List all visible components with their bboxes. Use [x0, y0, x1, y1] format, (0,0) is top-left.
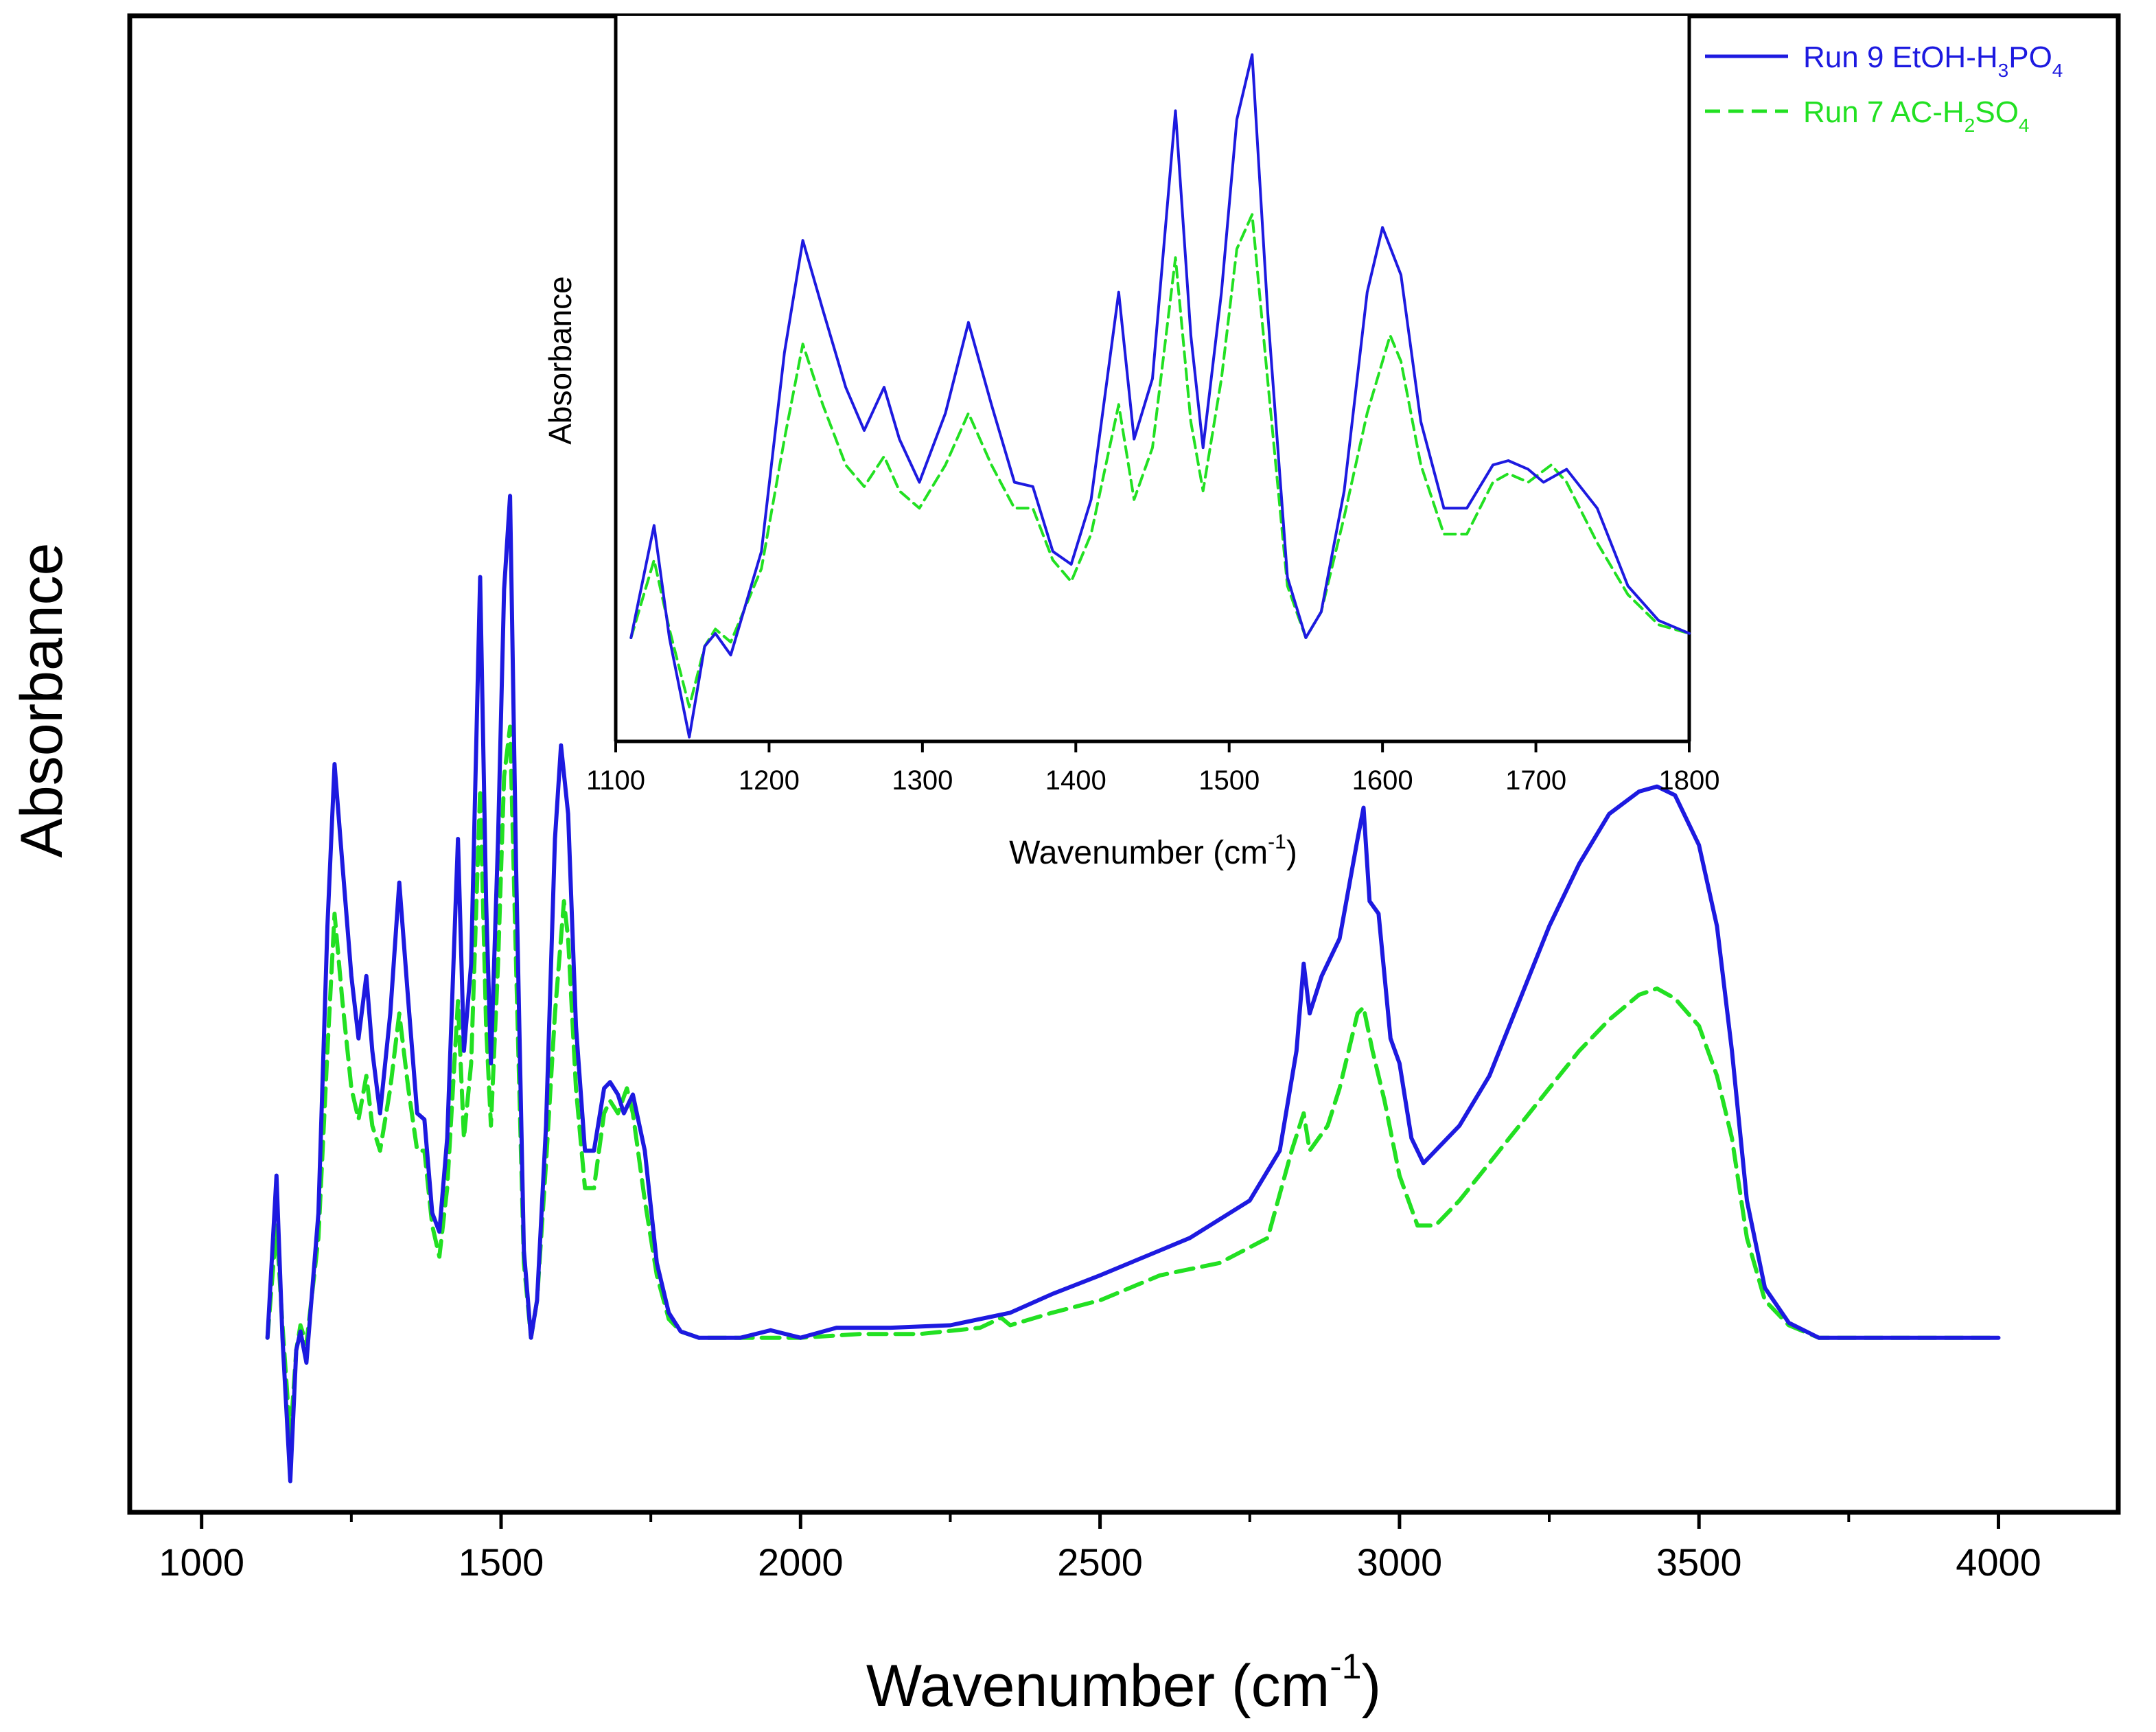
inset-x-tick-label: 1500 [1198, 765, 1260, 796]
legend: Run 9 EtOH-H3PO4 Run 7 AC-H2SO4 [1705, 41, 2063, 136]
inset-y-axis-label: Absorbance [542, 276, 578, 445]
series-line-run-7 [629, 213, 1691, 708]
legend-label-run9: Run 9 EtOH-H3PO4 [1803, 41, 2063, 81]
inset-x-tick-label: 1700 [1505, 765, 1566, 796]
legend-entry-run7: Run 7 AC-H2SO4 [1705, 95, 2030, 136]
inset-x-tick-label: 1800 [1659, 765, 1720, 796]
series-line-run-9 [629, 53, 1691, 739]
legend-entry-run9: Run 9 EtOH-H3PO4 [1705, 41, 2063, 81]
inset-x-tick-label: 1100 [586, 765, 645, 796]
main-chart: 1000 1500 2000 2500 3000 3500 4000 Absorbance … [9, 13, 2121, 1719]
main-x-tick-label: 3000 [1357, 1540, 1443, 1584]
inset-x-tick-label: 1200 [739, 765, 800, 796]
main-x-tick-label: 2000 [758, 1540, 844, 1584]
inset-x-axis-label: Wavenumber (cm-1) [1009, 831, 1297, 871]
main-x-tick-label: 4000 [1956, 1540, 2041, 1584]
inset-x-tick-label: 1300 [892, 765, 953, 796]
inset-series-layer [629, 53, 1691, 739]
main-x-tick-label: 1500 [459, 1540, 544, 1584]
inset-chart: 1100 1200 1300 1400 1500 1600 1700 1800 Absorba… [542, 16, 2063, 871]
legend-label-run7: Run 7 AC-H2SO4 [1803, 95, 2030, 136]
inset-x-tick-label: 1400 [1045, 765, 1106, 796]
main-x-tick-label: 3500 [1656, 1540, 1742, 1584]
main-series-layer [265, 494, 2001, 1483]
main-x-axis: 1000 1500 2000 2500 3000 3500 4000 [159, 1512, 2041, 1584]
main-x-axis-label: Wavenumber (cm-1) [866, 1647, 1381, 1719]
main-y-axis-label: Absorbance [9, 543, 75, 858]
inset-x-tick-label: 1600 [1352, 765, 1413, 796]
main-x-tick-label: 1000 [159, 1540, 244, 1584]
inset-x-axis: 1100 1200 1300 1400 1500 1600 1700 1800 [586, 741, 1720, 796]
main-x-tick-label: 2500 [1057, 1540, 1143, 1584]
series-line-run-9 [265, 494, 2001, 1483]
